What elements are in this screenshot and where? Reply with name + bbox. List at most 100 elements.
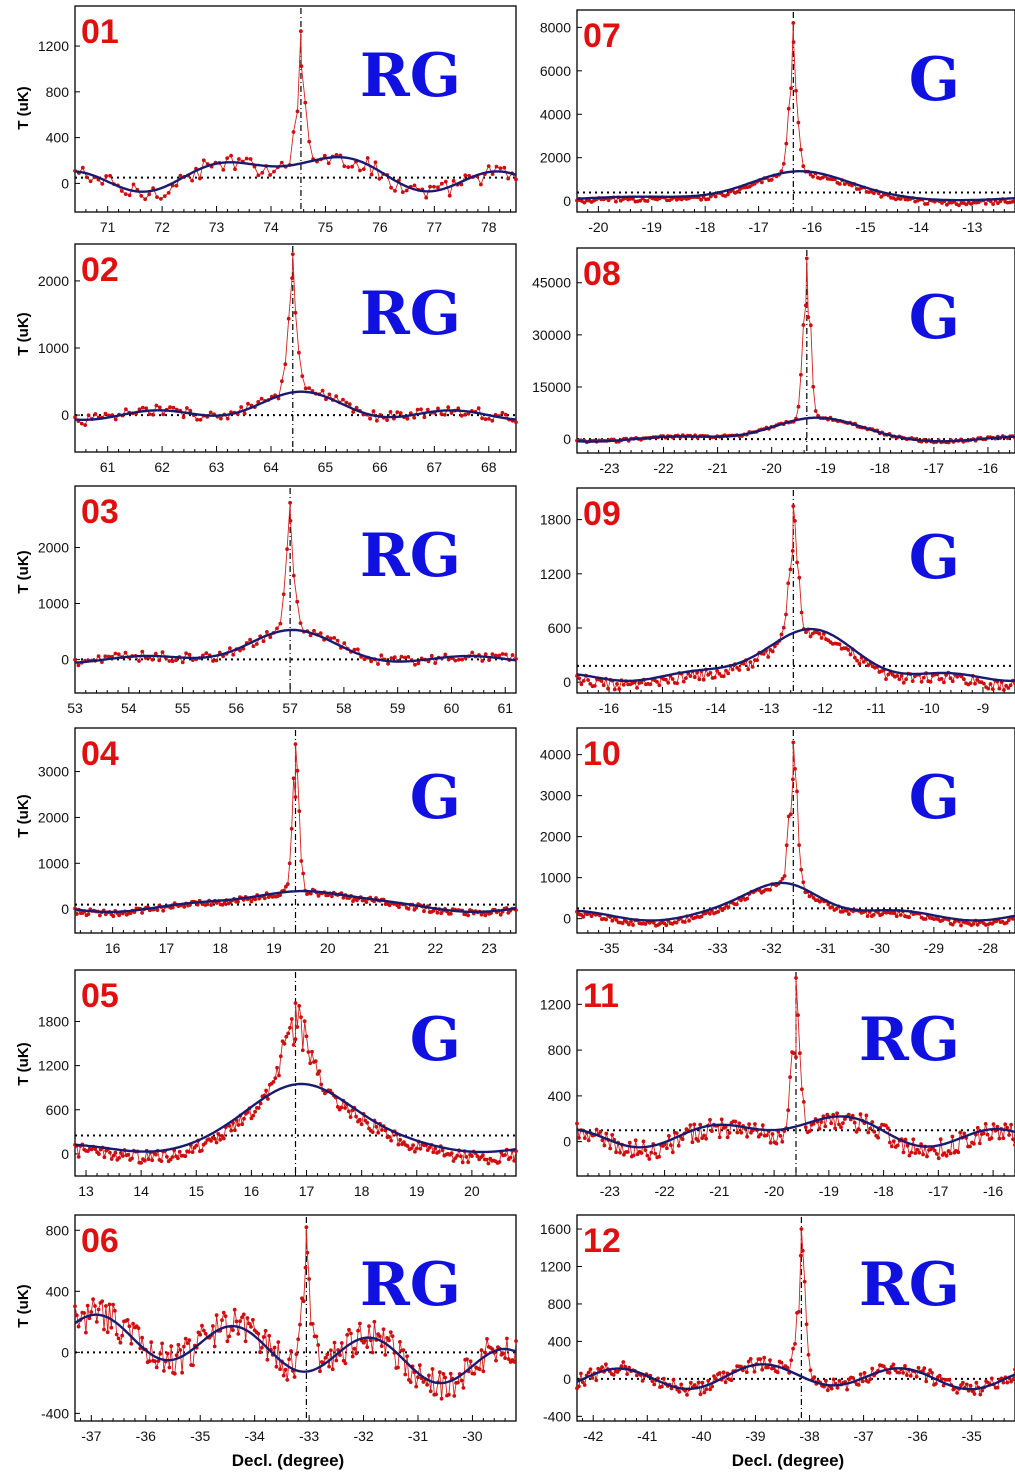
panel-number-08: 08	[583, 255, 621, 293]
panel-10: 0 1000 2000 3000 4000 -35 -34 -33 -32 -31 -30 -29 -2…	[540, 727, 1015, 956]
raw-point-12	[908, 1374, 913, 1378]
raw-point-10	[581, 915, 586, 919]
raw-point-10	[627, 922, 631, 927]
raw-point-06	[214, 1313, 219, 1318]
raw-point-11	[1005, 1125, 1010, 1130]
raw-point-06	[378, 1334, 382, 1339]
raw-point-09	[766, 655, 771, 659]
raw-point-12	[619, 1364, 624, 1369]
x-tick-label-10: -30	[870, 940, 890, 956]
raw-point-02	[487, 417, 491, 421]
raw-point-06	[251, 1317, 255, 1322]
raw-point-06	[127, 1324, 132, 1329]
y-axis-title-row-6: T (uK)	[15, 1284, 32, 1327]
raw-point-10	[708, 911, 712, 916]
raw-point-11	[788, 1075, 792, 1079]
raw-point-07	[801, 164, 806, 169]
raw-point-03	[238, 648, 242, 653]
raw-point-12	[621, 1360, 626, 1364]
x-tick-label-10: -34	[653, 940, 673, 956]
raw-point-04	[299, 859, 304, 863]
raw-point-04	[341, 895, 346, 900]
x-tick-label-07: -14	[909, 219, 929, 235]
raw-point-01	[486, 164, 491, 169]
y-tick-label-01: 1200	[38, 38, 69, 54]
raw-point-04	[262, 896, 267, 901]
raw-point-12	[752, 1369, 757, 1374]
raw-point-11	[643, 1148, 648, 1152]
raw-point-05	[484, 1157, 489, 1162]
x-tick-label-07: -17	[748, 219, 768, 235]
panel-08: 0 15000 30000 45000 -23 -22 -21 -20 -19 -18 -17 -16…	[532, 247, 1015, 476]
raw-point-06	[318, 1369, 322, 1374]
raw-point-02	[395, 410, 400, 415]
raw-point-09	[950, 679, 955, 684]
raw-point-01	[166, 191, 171, 195]
raw-point-11	[841, 1121, 845, 1125]
raw-point-11	[627, 1140, 632, 1145]
raw-point-04	[161, 908, 166, 913]
raw-point-11	[688, 1123, 693, 1127]
raw-point-03	[487, 658, 491, 662]
raw-point-10	[674, 920, 679, 925]
raw-point-02	[327, 392, 332, 397]
raw-point-01	[190, 178, 195, 183]
raw-point-11	[866, 1130, 871, 1135]
raw-point-05	[335, 1105, 340, 1109]
raw-point-01	[108, 173, 112, 178]
raw-point-08	[808, 323, 813, 328]
raw-point-05	[113, 1150, 118, 1155]
raw-point-03	[140, 649, 145, 654]
raw-point-11	[932, 1148, 937, 1153]
raw-point-10	[791, 777, 795, 782]
raw-point-03	[332, 636, 337, 640]
panel-04: 0 1000 2000 3000 16 17 18 19 20 21 22 23 04 G	[38, 727, 518, 956]
raw-point-09	[910, 679, 915, 683]
raw-point-02	[147, 412, 152, 416]
raw-point-02	[412, 415, 417, 420]
raw-point-06	[89, 1310, 94, 1314]
panel-number-12: 12	[583, 1222, 621, 1260]
raw-point-03	[328, 636, 333, 641]
raw-point-01	[279, 160, 284, 165]
y-tick-label-12: 1200	[540, 1259, 571, 1275]
raw-point-03	[261, 639, 266, 644]
x-tick-label-03: 58	[336, 700, 352, 716]
raw-point-11	[807, 1129, 812, 1133]
raw-point-06	[283, 1367, 288, 1372]
y-tick-label-10: 1000	[540, 870, 571, 886]
raw-point-03	[369, 659, 374, 664]
raw-point-05	[302, 1019, 307, 1024]
raw-point-06	[363, 1338, 368, 1343]
raw-point-02	[463, 412, 467, 417]
raw-point-05	[120, 1154, 125, 1158]
raw-point-11	[764, 1133, 769, 1138]
raw-point-11	[911, 1137, 916, 1142]
x-tick-label-11: -19	[819, 1183, 839, 1199]
raw-point-11	[608, 1146, 613, 1151]
y-tick-label-08: 15000	[532, 379, 571, 395]
raw-point-11	[704, 1136, 708, 1141]
raw-point-11	[852, 1120, 857, 1125]
raw-point-09	[997, 686, 1002, 691]
raw-point-12	[930, 1370, 934, 1375]
raw-point-06	[281, 1373, 286, 1378]
raw-point-02	[259, 396, 264, 401]
raw-point-10	[865, 914, 870, 918]
raw-point-09	[761, 652, 766, 656]
raw-point-02	[151, 412, 155, 417]
raw-point-06	[96, 1307, 101, 1312]
x-tick-label-04: 19	[266, 940, 282, 956]
raw-point-04	[308, 891, 313, 896]
raw-point-07	[699, 197, 703, 202]
raw-point-11	[956, 1150, 961, 1155]
raw-point-11	[696, 1139, 701, 1143]
raw-point-06	[187, 1338, 192, 1342]
raw-point-01	[88, 179, 93, 184]
raw-point-11	[577, 1136, 581, 1140]
raw-point-02	[483, 417, 488, 422]
raw-point-06	[74, 1313, 79, 1318]
raw-point-06	[107, 1302, 112, 1307]
x-tick-label-04: 22	[428, 940, 444, 956]
raw-point-05	[389, 1138, 393, 1143]
